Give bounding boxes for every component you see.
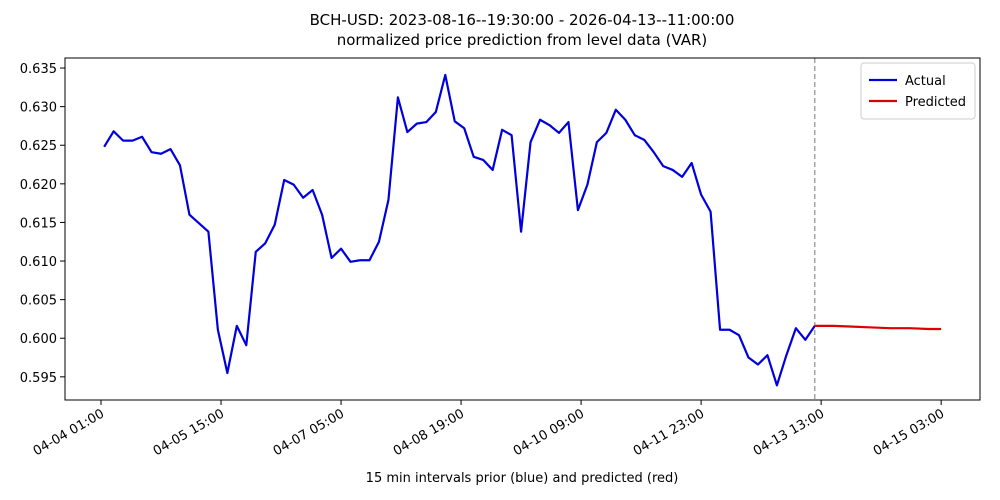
legend-box (860, 62, 976, 120)
legend-label: Predicted (905, 95, 966, 110)
chart-subtitle: normalized price prediction from level d… (337, 31, 708, 49)
y-tick-label: 0.620 (20, 178, 57, 193)
y-tick-label: 0.625 (20, 139, 57, 154)
x-tick-label: 04-04 01:00 (31, 406, 107, 459)
x-tick-label: 04-11 23:00 (631, 406, 707, 459)
x-tick-label: 04-13 13:00 (751, 406, 827, 459)
series-line (103, 73, 816, 387)
y-tick-label: 0.600 (20, 332, 57, 347)
y-tick-label: 0.610 (20, 255, 57, 270)
x-tick-label: 04-08 19:00 (391, 406, 467, 459)
x-tick-label: 04-07 05:00 (271, 406, 347, 459)
x-tick-label: 04-10 09:00 (511, 406, 587, 459)
legend-label: Actual (905, 74, 946, 89)
series-line (814, 324, 942, 331)
plot-frame (64, 57, 981, 401)
y-tick-label: 0.630 (20, 101, 57, 116)
y-tick-label: 0.605 (20, 294, 57, 309)
x-tick-label: 04-15 03:00 (871, 406, 947, 459)
x-tick-label: 04-05 15:00 (151, 406, 227, 459)
y-tick-label: 0.615 (20, 216, 57, 231)
y-tick-label: 0.635 (20, 62, 57, 77)
x-axis-label: 15 min intervals prior (blue) and predic… (366, 471, 679, 486)
chart-title: BCH-USD: 2023-08-16--19:30:00 - 2026-04-… (310, 11, 735, 29)
y-tick-label: 0.595 (20, 371, 57, 386)
